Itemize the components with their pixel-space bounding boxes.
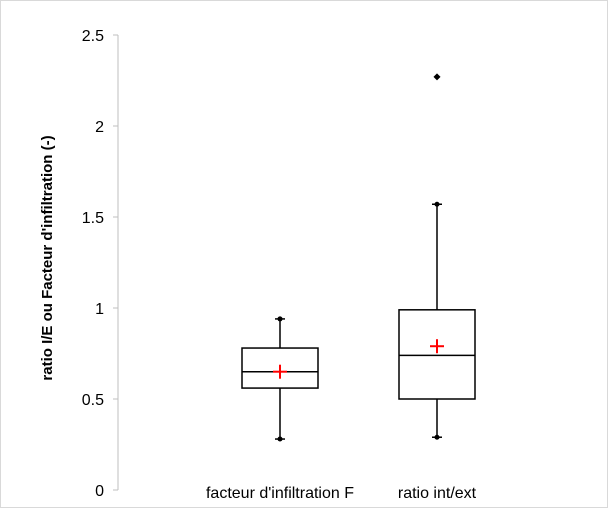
x-category-label-0: facteur d'infiltration F	[206, 485, 354, 502]
x-category-label-1: ratio int/ext	[398, 485, 477, 502]
outlier-point-1-0	[433, 73, 441, 81]
y-tick-label-1: 0.5	[82, 392, 104, 409]
y-tick-label-2: 1	[95, 301, 104, 318]
mean-marker-1	[430, 339, 444, 354]
lower-whisker-end-0	[277, 436, 283, 442]
mean-marker-0	[273, 364, 287, 379]
y-axis-title: ratio I/E ou Facteur d'infiltration (-)	[39, 135, 56, 380]
upper-whisker-end-0	[277, 316, 283, 322]
boxes	[241, 73, 476, 442]
upper-whisker-end-1	[434, 201, 440, 207]
lower-whisker-end-1	[434, 434, 440, 440]
x-axis-labels: facteur d'infiltration F ratio int/ext	[206, 485, 477, 502]
y-tick-label-5: 2.5	[82, 28, 104, 45]
iqr-box-1	[398, 309, 476, 400]
box-group-1	[398, 73, 476, 440]
y-tick-label-0: 0	[95, 483, 104, 500]
box-group-0	[241, 316, 319, 442]
y-tick-label-4: 2	[95, 119, 104, 136]
y-tick-label-3: 1.5	[82, 210, 104, 227]
y-axis: 0 0.5 1 1.5 2 2.5	[82, 28, 119, 500]
